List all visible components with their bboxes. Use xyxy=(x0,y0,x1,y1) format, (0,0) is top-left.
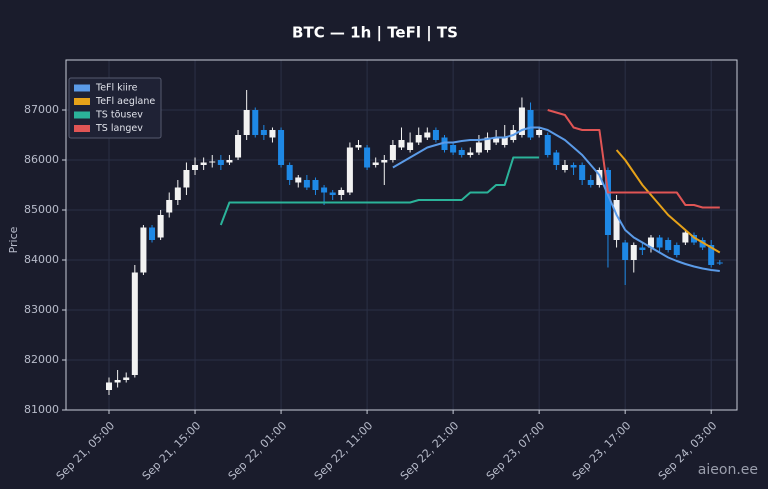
indicator-line xyxy=(547,109,720,209)
candle-body xyxy=(407,142,414,150)
candle-body xyxy=(321,187,328,193)
candle-body xyxy=(140,227,147,273)
candle-body xyxy=(226,160,233,163)
candle-body xyxy=(131,272,138,375)
candle-body xyxy=(398,140,405,148)
legend-box xyxy=(68,77,162,139)
candle-body xyxy=(458,150,465,155)
candle-body xyxy=(699,240,706,248)
candle-body xyxy=(596,170,603,185)
legend: TeFl kiire TeFl aeglane TS tõusev TS langev xyxy=(68,77,162,139)
y-tick-label: 87000 xyxy=(24,103,59,116)
candle-body xyxy=(665,240,672,250)
candle-body xyxy=(295,177,302,183)
candle-body xyxy=(536,130,543,135)
watermark: aieon.ee xyxy=(698,462,758,478)
candle-body xyxy=(518,107,525,135)
candle-body xyxy=(501,137,508,145)
candle-body xyxy=(708,245,715,265)
legend-swatch xyxy=(74,84,90,92)
candle-body xyxy=(346,147,353,193)
y-tick-label: 83000 xyxy=(24,303,59,316)
y-tick-label: 81000 xyxy=(24,403,59,416)
indicator-line xyxy=(392,126,720,272)
candle-body xyxy=(656,237,663,248)
y-tick-label: 86000 xyxy=(24,153,59,166)
candle-body xyxy=(106,382,113,390)
legend-swatch xyxy=(74,98,90,105)
candle-body xyxy=(630,245,637,260)
candle-body xyxy=(260,130,267,135)
candle-body xyxy=(553,152,560,165)
candle-body xyxy=(475,142,482,153)
candle-body xyxy=(544,135,551,155)
legend-swatch xyxy=(74,111,90,119)
candle-body xyxy=(484,137,491,150)
legend-swatch xyxy=(74,125,90,132)
indicator-line xyxy=(219,156,540,226)
candle-body xyxy=(424,132,431,138)
candle-body xyxy=(123,377,130,380)
candle-body xyxy=(647,237,654,248)
candle-body xyxy=(716,262,723,264)
candle-body xyxy=(149,227,156,240)
candle-body xyxy=(355,145,362,148)
legend-label: TS tõusev xyxy=(95,110,143,121)
candle-body xyxy=(527,110,534,138)
candle-body xyxy=(381,160,388,163)
candle-body xyxy=(561,165,568,170)
candle-body xyxy=(252,110,259,135)
candle-body xyxy=(613,200,620,240)
candle-body xyxy=(338,190,345,195)
candle-body xyxy=(432,130,439,140)
candle-body xyxy=(174,187,181,200)
candle-body xyxy=(579,165,586,180)
candle-body xyxy=(329,192,336,195)
candle-body xyxy=(604,170,611,235)
indicator-line xyxy=(615,149,721,254)
candle-body xyxy=(243,110,250,135)
y-tick-label: 82000 xyxy=(24,353,59,366)
candle-body xyxy=(217,160,224,165)
candle-body xyxy=(183,170,190,188)
candle-body xyxy=(286,165,293,180)
legend-label: TS langev xyxy=(95,123,143,134)
candle-body xyxy=(690,235,697,243)
candle-body xyxy=(114,380,121,383)
candle-body xyxy=(450,145,457,153)
candle-body xyxy=(209,161,216,163)
candle-body xyxy=(639,247,646,250)
candle-body xyxy=(192,165,199,170)
candle-body xyxy=(372,162,379,165)
candle-body xyxy=(166,200,173,213)
candle-body xyxy=(157,215,164,238)
candle-body xyxy=(493,137,500,143)
y-tick-label: 84000 xyxy=(24,253,59,266)
candle-body xyxy=(303,180,310,188)
plot-frame xyxy=(65,59,738,411)
chart-title: BTC — 1h | TeFl | TS xyxy=(292,24,458,43)
candle-body xyxy=(415,135,422,143)
candle-body xyxy=(570,165,577,168)
candle-body xyxy=(622,242,629,260)
candle-body xyxy=(682,232,689,243)
y-axis-label: Price xyxy=(7,226,20,253)
y-tick-label: 85000 xyxy=(24,203,59,216)
legend-label: TeFl kiire xyxy=(95,83,138,94)
legend-label: TeFl aeglane xyxy=(95,96,155,107)
candle-body xyxy=(200,162,207,165)
candle-body xyxy=(587,180,594,185)
candle-body xyxy=(364,147,371,168)
candle-body xyxy=(441,137,448,150)
candle-body xyxy=(467,152,474,155)
candle-body xyxy=(235,135,242,158)
candle-body xyxy=(673,245,680,255)
candle-body xyxy=(278,130,285,165)
candle-body xyxy=(269,130,276,138)
candle-body xyxy=(389,145,396,160)
candle-body xyxy=(312,180,319,190)
